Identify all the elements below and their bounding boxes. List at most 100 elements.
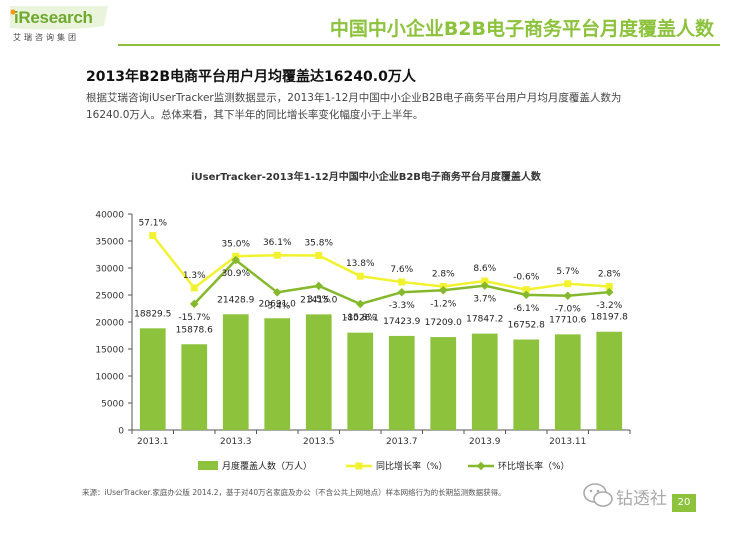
y-tick-label: 5000 <box>101 400 124 410</box>
line-point <box>273 288 282 297</box>
bar-value-label: 21415.0 <box>300 295 337 305</box>
line-value-label: -6.1% <box>513 304 540 314</box>
line-value-label: 57.1% <box>138 219 167 229</box>
line-value-label: 13.8% <box>346 259 375 269</box>
bar-value-label: 20691.0 <box>259 299 296 309</box>
line-value-label: 3.7% <box>473 295 496 305</box>
bar <box>596 331 623 430</box>
line-value-label: -3.4% <box>264 301 291 311</box>
line-point <box>190 284 198 292</box>
line-point <box>605 283 613 291</box>
bar <box>430 337 457 430</box>
line-value-label: -3.3% <box>389 301 416 311</box>
y-tick-label: 30000 <box>95 265 124 275</box>
line-value-label: 7.6% <box>390 265 413 275</box>
line-value-label: 8.6% <box>473 264 496 274</box>
x-tick-label: 2013.3 <box>220 437 252 447</box>
x-tick-label: 2013.9 <box>469 437 501 447</box>
legend-swatch-bar <box>198 461 218 470</box>
legend-marker <box>476 461 486 471</box>
y-tick-label: 40000 <box>95 211 124 221</box>
header-divider <box>118 44 720 46</box>
line-point <box>397 287 406 297</box>
logo-swoosh-icon <box>10 6 108 30</box>
bar-value-label: 16752.8 <box>508 321 545 331</box>
line-point <box>273 251 281 259</box>
legend-label: 同比增长率（%） <box>376 460 448 472</box>
line-value-label: -3.2% <box>596 301 623 311</box>
line-point <box>522 286 530 294</box>
y-tick-label: 20000 <box>95 319 124 329</box>
line-value-label: 35.0% <box>221 239 250 249</box>
legend-marker <box>355 462 363 470</box>
bar <box>471 333 498 430</box>
bar <box>554 334 581 430</box>
bar-value-label: 18197.8 <box>591 313 628 323</box>
line-point <box>231 255 240 265</box>
wechat-icon <box>583 483 613 507</box>
bar <box>305 314 332 430</box>
x-tick-label: 2013.5 <box>303 437 335 447</box>
line-point <box>190 299 199 309</box>
bar-value-label: 17847.2 <box>466 315 503 325</box>
line-point <box>356 299 365 309</box>
page-number: 20 <box>672 494 696 512</box>
x-tick-label: 2013.1 <box>137 437 169 447</box>
line-point <box>356 272 364 280</box>
line-value-label: 2.8% <box>432 270 455 280</box>
bar <box>347 332 374 430</box>
line-point <box>480 281 489 290</box>
bar-value-label: 21428.9 <box>217 295 254 305</box>
description-text: 根据艾瑞咨询iUserTracker监测数据显示，2013年1-12月中国中小企… <box>86 92 622 121</box>
line-point <box>315 252 323 260</box>
line-value-label: -7.0% <box>555 305 582 315</box>
line-value-label: 2.8% <box>598 270 621 280</box>
line-value-label: -15.7% <box>178 313 210 323</box>
bar-value-label: 18829.5 <box>134 309 171 319</box>
y-tick-label: 10000 <box>95 373 124 383</box>
iresearch-logo: iResearch 艾瑞咨询集团 <box>4 4 114 46</box>
bar-value-label: 17710.6 <box>549 315 586 325</box>
line-point <box>314 281 323 291</box>
watermark: 钻透社 <box>582 478 732 514</box>
x-tick-label: 2013.7 <box>386 437 418 447</box>
bar-value-label: 15878.6 <box>176 325 213 335</box>
watermark-text: 钻透社 <box>616 489 667 509</box>
line-value-label: -0.6% <box>513 273 540 283</box>
y-tick-label: 15000 <box>95 346 124 356</box>
line-point <box>564 280 572 288</box>
line-point <box>398 278 406 286</box>
source-note: 来源：iUserTracker.家庭办公版 2014.2，基于对40万名家庭及办… <box>82 488 506 497</box>
chart-title: iUserTracker-2013年1-12月中国中小企业B2B电子商务平台月度… <box>191 170 542 183</box>
bar <box>139 328 166 430</box>
line-value-label: 35.8% <box>304 239 333 249</box>
bar <box>264 318 291 430</box>
line-point <box>522 290 531 300</box>
page-title: 中国中小企业B2B电子商务平台月度覆盖人数 <box>329 18 714 40</box>
logo-brand: iResearch <box>14 8 93 27</box>
line-point <box>481 277 489 285</box>
line-point <box>605 287 614 297</box>
line-point <box>149 232 157 240</box>
legend-label: 月度覆盖人数（万人） <box>222 460 312 472</box>
x-tick-label: 2013.11 <box>549 437 586 447</box>
line-value-label: 36.1% <box>263 238 292 248</box>
section-heading: 2013年B2B电商平台用户月均覆盖达16240.0万人 <box>86 69 416 85</box>
logo-subtitle: 艾瑞咨询集团 <box>13 33 79 42</box>
series-line <box>151 234 610 291</box>
y-tick-label: 0 <box>118 427 124 437</box>
line-value-label: 3.5% <box>307 295 330 305</box>
bar <box>513 339 540 430</box>
bar <box>222 314 249 430</box>
line-point <box>439 286 448 295</box>
bar-value-label: 17209.0 <box>425 318 462 328</box>
line-value-label: 5.7% <box>556 267 579 277</box>
bar <box>181 344 208 430</box>
y-tick-label: 35000 <box>95 238 124 248</box>
line-value-label: 1.3% <box>183 271 206 281</box>
line-value-label: 30.9% <box>221 269 250 279</box>
legend-label: 环比增长率（%） <box>498 460 570 472</box>
line-value-label: -1.2% <box>430 299 457 309</box>
bar-value-label: 17423.9 <box>383 317 420 327</box>
line-point <box>563 291 572 300</box>
